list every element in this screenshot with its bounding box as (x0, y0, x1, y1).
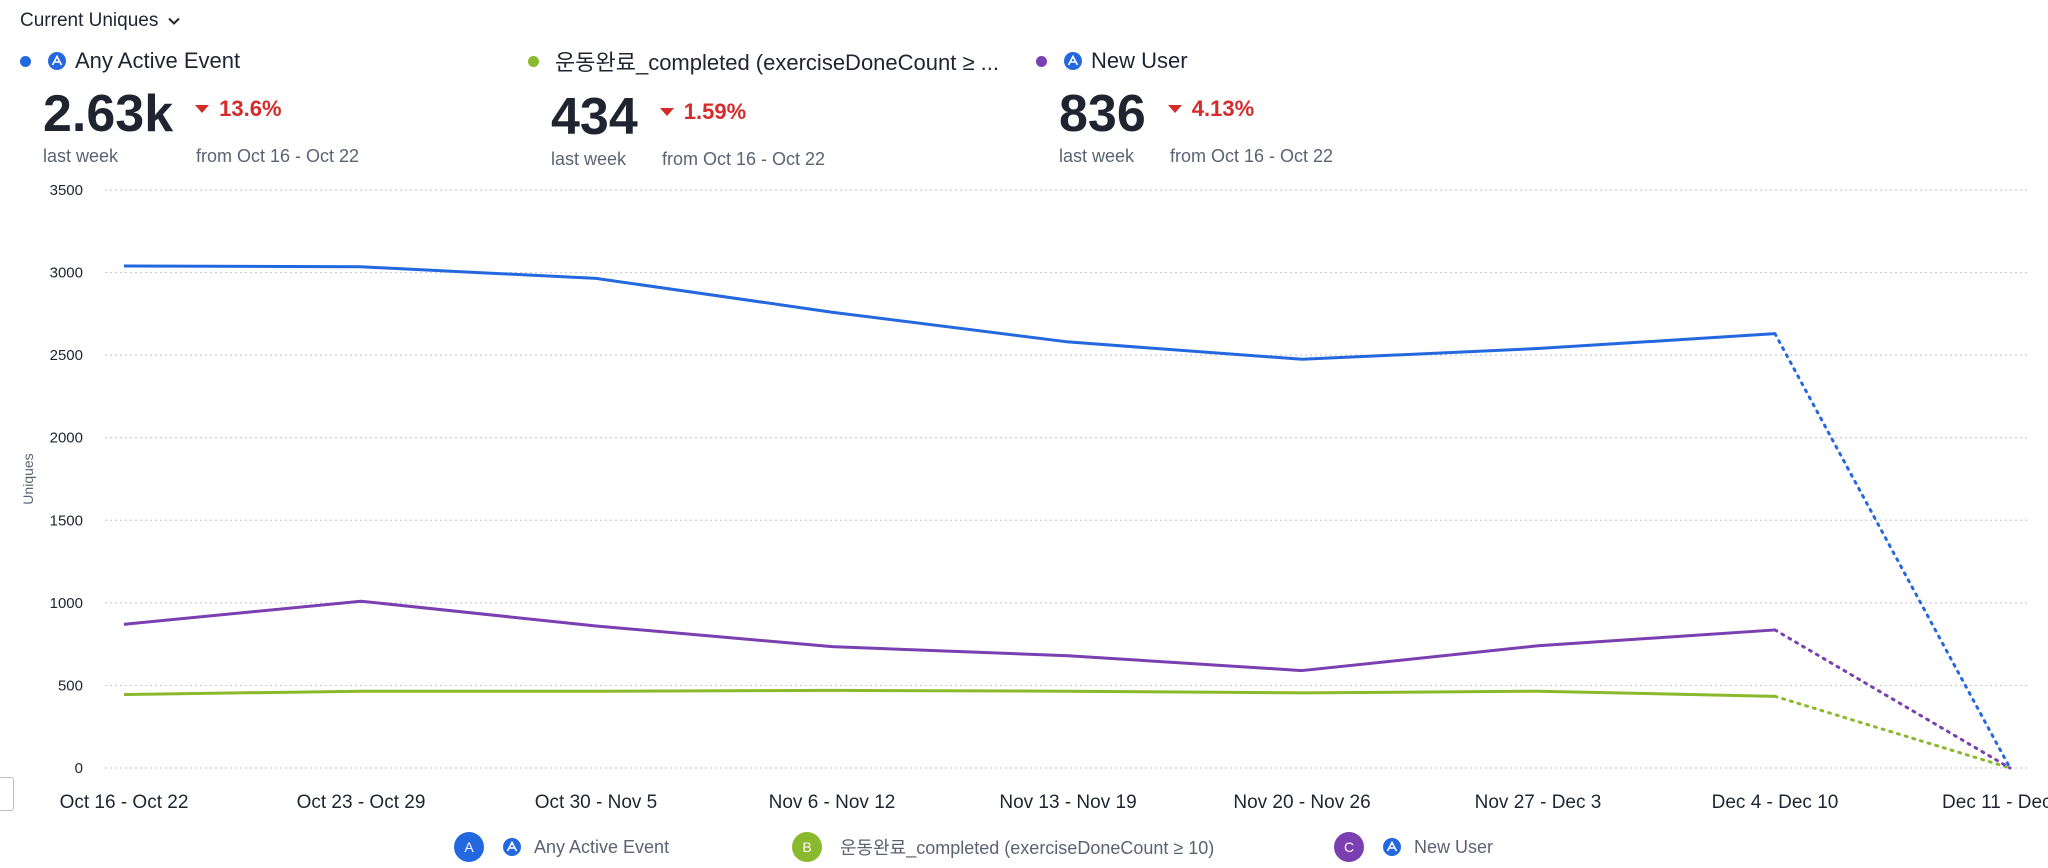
x-tick-label: Nov 13 - Nov 19 (999, 792, 1136, 813)
x-tick-label: Oct 23 - Oct 29 (297, 792, 426, 813)
metric-label: 운동완료_completed (exerciseDoneCount ≥ ... (555, 50, 999, 75)
chevron-down-icon (168, 17, 181, 25)
event-icon (1064, 52, 1082, 70)
y-tick-label: 2500 (50, 347, 83, 364)
metric-label: New User (1091, 48, 1188, 73)
event-icon (48, 52, 66, 70)
down-triangle-icon (659, 108, 674, 116)
metric-comparison: from Oct 16 - Oct 22 (196, 146, 360, 166)
series-incomplete-segment (1773, 332, 2012, 770)
metric-card-exercise-completed[interactable]: 운동완료_completed (exerciseDoneCount ≥ ... … (528, 45, 999, 170)
series-color-dot (1036, 55, 1047, 67)
y-tick-label: 1500 (50, 512, 83, 529)
metric-delta-value: 4.13% (1191, 96, 1255, 121)
x-tick-label: Dec 4 - Dec 10 (1712, 792, 1839, 813)
series-incomplete-segment (1773, 628, 2012, 770)
metric-delta: 4.13% (1167, 96, 1255, 122)
y-axis-label: Uniques (20, 453, 36, 504)
series-incomplete-segment (1773, 694, 2012, 770)
metric-period: last week (43, 146, 119, 166)
series-color-dot (20, 55, 31, 67)
metric-comparison: from Oct 16 - Oct 22 (1170, 146, 1334, 166)
x-tick-label: Oct 30 - Nov 5 (535, 792, 658, 813)
y-tick-label: 1000 (50, 595, 83, 612)
legend-item-any-active-event[interactable]: A Any Active Event (454, 832, 669, 862)
series-letter-badge: C (1334, 832, 1364, 862)
series-line (123, 688, 1776, 698)
metric-delta-value: 1.59% (683, 99, 747, 124)
legend-label: 운동완료_completed (exerciseDoneCount ≥ 10) (840, 838, 1215, 858)
event-icon (503, 838, 521, 856)
metric-card-any-active-event[interactable]: Any Active Event 2.63k 13.6% last week f… (20, 48, 359, 167)
x-tick-label: Nov 20 - Nov 26 (1233, 792, 1370, 813)
metric-period: last week (1059, 146, 1135, 166)
event-icon (1383, 838, 1401, 856)
metric-label: Any Active Event (75, 48, 241, 73)
metric-delta-value: 13.6% (219, 96, 282, 121)
x-tick-label: Nov 6 - Nov 12 (769, 792, 896, 813)
down-triangle-icon (195, 105, 210, 113)
metric-delta: 1.59% (659, 99, 747, 125)
metric-period: last week (551, 149, 627, 169)
x-tick-label: Oct 16 - Oct 22 (60, 792, 189, 813)
series-line (123, 264, 1776, 361)
legend-item-exercise-completed[interactable]: B 운동완료_completed (exerciseDoneCount ≥ 10… (792, 832, 1214, 862)
measure-dropdown[interactable]: Current Uniques (20, 10, 182, 32)
chart-legend: A Any Active Event B 운동완료_completed (exe… (0, 832, 2048, 868)
metric-delta: 13.6% (195, 96, 282, 122)
x-tick-label: Dec 11 - Dec 17 (1942, 792, 2048, 813)
metric-value: 434 (551, 88, 638, 146)
series-letter-badge: B (792, 832, 822, 862)
y-tick-label: 2000 (50, 430, 83, 447)
y-tick-label: 3500 (50, 182, 83, 199)
legend-label: New User (1414, 836, 1494, 857)
metric-comparison: from Oct 16 - Oct 22 (662, 149, 826, 169)
y-tick-label: 0 (75, 760, 83, 777)
series-letter-badge: A (454, 832, 484, 862)
series-line (123, 599, 1776, 673)
series-color-dot (528, 55, 539, 67)
metric-value: 2.63k (43, 85, 174, 143)
x-tick-label: Nov 27 - Dec 3 (1475, 792, 1602, 813)
legend-label: Any Active Event (534, 836, 670, 857)
metric-card-new-user[interactable]: New User 836 4.13% last week from Oct 16… (1036, 48, 1333, 167)
legend-item-new-user[interactable]: C New User (1334, 832, 1493, 862)
y-tick-label: 3000 (50, 265, 83, 282)
down-triangle-icon (1167, 105, 1182, 113)
y-tick-label: 500 (58, 677, 83, 694)
metric-value: 836 (1059, 85, 1146, 143)
measure-dropdown-label: Current Uniques (20, 10, 159, 31)
line-chart[interactable]: 0 500 1000 1500 2000 2500 3000 3500 Uniques Oct 1… (0, 170, 2048, 830)
collapse-panel-handle[interactable] (0, 777, 14, 811)
